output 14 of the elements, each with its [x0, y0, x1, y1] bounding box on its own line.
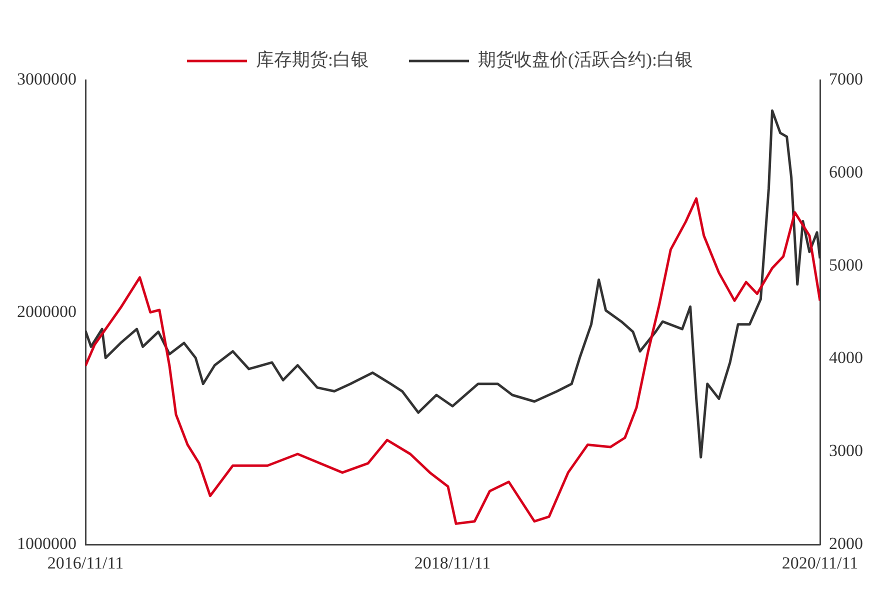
x-tick-label: 2016/11/11 [47, 553, 124, 572]
x-tick-label: 2020/11/11 [782, 553, 858, 572]
y2-tick-label: 3000 [829, 441, 863, 460]
y2-tick-label: 4000 [829, 348, 863, 368]
y2-tick-label: 5000 [829, 255, 863, 274]
legend-label: 期货收盘价(活跃合约):白银 [478, 50, 694, 70]
y2-tick-label: 6000 [829, 162, 863, 182]
y-tick-label: 3000000 [17, 69, 76, 88]
legend-label: 库存期货:白银 [256, 50, 370, 70]
y-tick-label: 2000000 [17, 302, 76, 321]
y-tick-label: 1000000 [17, 534, 76, 554]
x-tick-label: 2018/11/11 [414, 553, 491, 572]
y2-tick-label: 2000 [829, 534, 863, 554]
y2-tick-label: 7000 [829, 69, 863, 88]
